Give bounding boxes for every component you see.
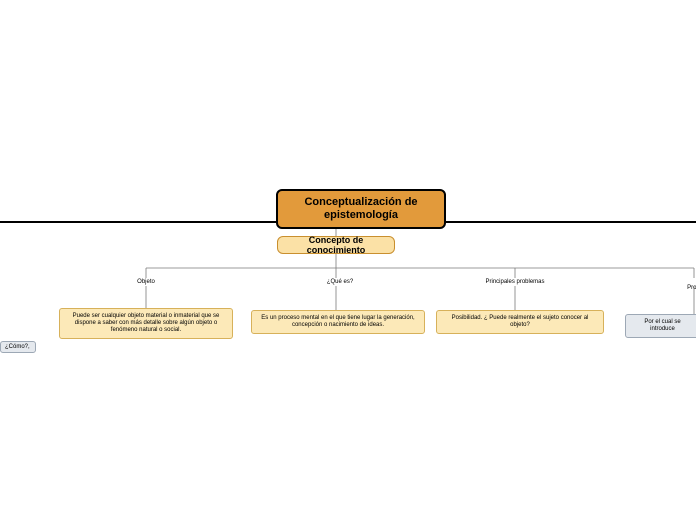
leaf-text: Posibilidad. ¿ Puede realmente el sujeto… bbox=[445, 315, 595, 329]
leaf-text: Es un proceso mental en el que tiene lug… bbox=[260, 315, 416, 329]
diagram-canvas: Conceptualización de epistemología Conce… bbox=[0, 0, 696, 520]
leaf-text: Puede ser cualquier objeto material o in… bbox=[68, 313, 224, 334]
branch-label-problemas: Principales problemas bbox=[480, 279, 550, 285]
connectors bbox=[0, 0, 696, 520]
sub-node-conocimiento: Concepto de conocimiento bbox=[277, 236, 395, 254]
sub-label: Concepto de conocimiento bbox=[286, 235, 386, 256]
fragment-como: ¿Cómo?, bbox=[0, 341, 36, 353]
root-node: Conceptualización de epistemología bbox=[276, 189, 446, 229]
leaf-proce: Por el cual se introduce bbox=[625, 314, 696, 338]
branch-label-proce: Proce bbox=[680, 285, 696, 291]
leaf-quees: Es un proceso mental en el que tiene lug… bbox=[251, 310, 425, 334]
root-label: Conceptualización de epistemología bbox=[286, 196, 436, 221]
branch-label-quees: ¿Qué es? bbox=[322, 279, 358, 285]
leaf-objeto: Puede ser cualquier objeto material o in… bbox=[59, 308, 233, 339]
branch-label-objeto: Objeto bbox=[132, 279, 160, 285]
leaf-problemas: Posibilidad. ¿ Puede realmente el sujeto… bbox=[436, 310, 604, 334]
fragment-text: ¿Cómo?, bbox=[5, 344, 30, 350]
leaf-text: Por el cual se introduce bbox=[634, 319, 691, 333]
